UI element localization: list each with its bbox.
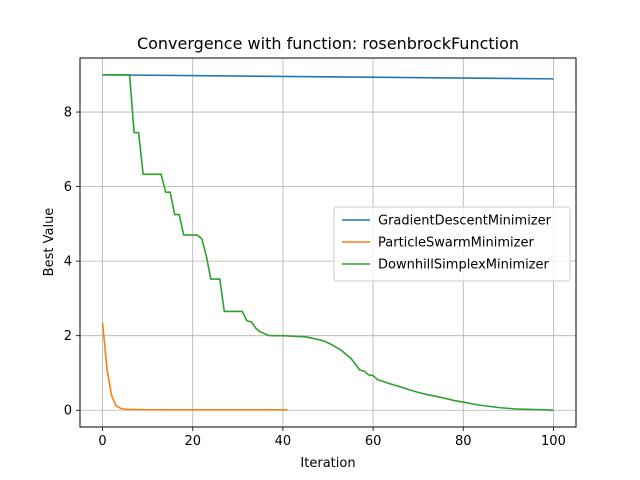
series-line-1 <box>101 322 288 411</box>
x-tick-label: 60 <box>365 434 382 449</box>
y-tick-label: 2 <box>64 329 72 344</box>
x-tick-label: 40 <box>275 434 292 449</box>
x-tick-label: 100 <box>541 434 566 449</box>
y-tick-label: 8 <box>64 106 72 121</box>
legend-label-1: ParticleSwarmMinimizer <box>378 236 534 251</box>
x-tick-label: 20 <box>184 434 201 449</box>
y-tick-label: 4 <box>64 255 72 270</box>
legend-box <box>333 206 571 282</box>
legend-label-0: GradientDescentMinimizer <box>378 214 552 229</box>
x-tick-label: 80 <box>455 434 472 449</box>
axis-ticks: 0 20 40 60 80 100 0 2 4 6 8 <box>64 106 566 449</box>
x-tick-label: 0 <box>98 434 106 449</box>
plot-area-frame <box>79 57 577 428</box>
y-tick-label: 0 <box>64 404 72 419</box>
series-lines <box>101 73 554 412</box>
chart-title: Convergence with function: rosenbrockFun… <box>137 34 519 53</box>
legend: GradientDescentMinimizer ParticleSwarmMin… <box>333 206 571 282</box>
legend-label-2: DownhillSimplexMinimizer <box>378 258 550 273</box>
series-line-0 <box>102 73 554 80</box>
x-axis-label: Iteration <box>300 456 355 471</box>
series-line-2 <box>102 73 554 412</box>
y-tick-label: 6 <box>64 180 72 195</box>
y-axis-label: Best Value <box>42 208 57 277</box>
